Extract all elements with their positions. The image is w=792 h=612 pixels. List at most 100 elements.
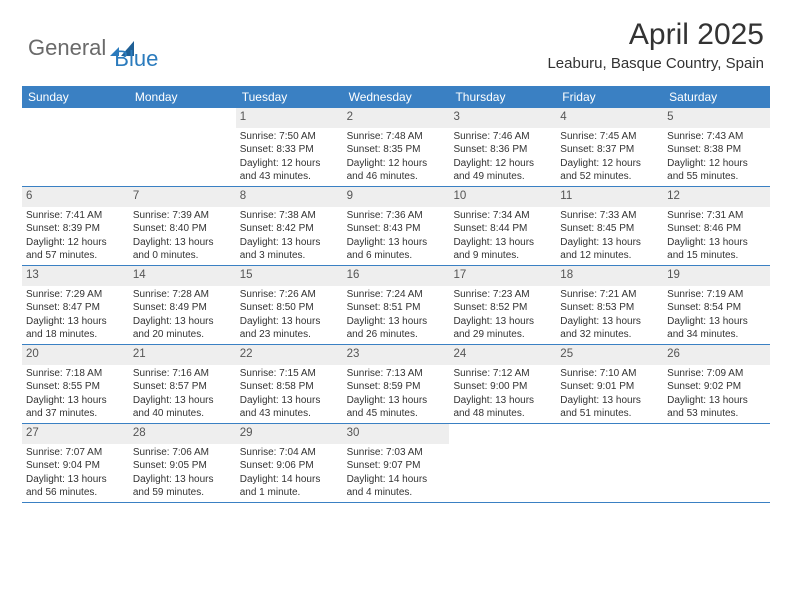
day-sr: Sunrise: 7:12 AM — [453, 367, 552, 381]
calendar-day: 29Sunrise: 7:04 AMSunset: 9:06 PMDayligh… — [236, 424, 343, 502]
day-d2: and 43 minutes. — [240, 170, 339, 184]
day-sr: Sunrise: 7:06 AM — [133, 446, 232, 460]
day-d2: and 59 minutes. — [133, 486, 232, 500]
day-sr: Sunrise: 7:24 AM — [347, 288, 446, 302]
day-ss: Sunset: 9:06 PM — [240, 459, 339, 473]
calendar-day: 27Sunrise: 7:07 AMSunset: 9:04 PMDayligh… — [22, 424, 129, 502]
day-d1: Daylight: 12 hours — [240, 157, 339, 171]
calendar-day: 16Sunrise: 7:24 AMSunset: 8:51 PMDayligh… — [343, 266, 450, 344]
day-sr: Sunrise: 7:04 AM — [240, 446, 339, 460]
calendar-day: 14Sunrise: 7:28 AMSunset: 8:49 PMDayligh… — [129, 266, 236, 344]
day-sr: Sunrise: 7:45 AM — [560, 130, 659, 144]
calendar-day: 30Sunrise: 7:03 AMSunset: 9:07 PMDayligh… — [343, 424, 450, 502]
day-number: 15 — [236, 266, 343, 286]
day-d1: Daylight: 12 hours — [347, 157, 446, 171]
day-d2: and 15 minutes. — [667, 249, 766, 263]
day-ss: Sunset: 8:54 PM — [667, 301, 766, 315]
day-ss: Sunset: 9:02 PM — [667, 380, 766, 394]
weekday-header: Saturday — [663, 86, 770, 108]
day-d2: and 40 minutes. — [133, 407, 232, 421]
day-sr: Sunrise: 7:18 AM — [26, 367, 125, 381]
day-ss: Sunset: 8:50 PM — [240, 301, 339, 315]
day-number: 5 — [663, 108, 770, 128]
day-d1: Daylight: 13 hours — [453, 236, 552, 250]
day-d1: Daylight: 13 hours — [26, 315, 125, 329]
day-sr: Sunrise: 7:46 AM — [453, 130, 552, 144]
calendar-empty — [129, 108, 236, 186]
day-d2: and 34 minutes. — [667, 328, 766, 342]
day-sr: Sunrise: 7:43 AM — [667, 130, 766, 144]
day-ss: Sunset: 8:53 PM — [560, 301, 659, 315]
calendar-week: 27Sunrise: 7:07 AMSunset: 9:04 PMDayligh… — [22, 424, 770, 503]
day-number: 14 — [129, 266, 236, 286]
day-d2: and 4 minutes. — [347, 486, 446, 500]
day-d2: and 55 minutes. — [667, 170, 766, 184]
day-sr: Sunrise: 7:34 AM — [453, 209, 552, 223]
day-d1: Daylight: 12 hours — [26, 236, 125, 250]
day-sr: Sunrise: 7:50 AM — [240, 130, 339, 144]
calendar-day: 4Sunrise: 7:45 AMSunset: 8:37 PMDaylight… — [556, 108, 663, 186]
calendar-day: 2Sunrise: 7:48 AMSunset: 8:35 PMDaylight… — [343, 108, 450, 186]
day-number: 1 — [236, 108, 343, 128]
calendar-day: 12Sunrise: 7:31 AMSunset: 8:46 PMDayligh… — [663, 187, 770, 265]
day-d1: Daylight: 13 hours — [560, 236, 659, 250]
day-d1: Daylight: 13 hours — [347, 315, 446, 329]
day-d1: Daylight: 13 hours — [667, 236, 766, 250]
day-number: 2 — [343, 108, 450, 128]
calendar-empty — [556, 424, 663, 502]
day-number: 26 — [663, 345, 770, 365]
day-number: 23 — [343, 345, 450, 365]
day-d1: Daylight: 13 hours — [347, 236, 446, 250]
calendar-day: 25Sunrise: 7:10 AMSunset: 9:01 PMDayligh… — [556, 345, 663, 423]
day-sr: Sunrise: 7:28 AM — [133, 288, 232, 302]
day-d2: and 1 minute. — [240, 486, 339, 500]
day-d1: Daylight: 13 hours — [26, 473, 125, 487]
day-d2: and 12 minutes. — [560, 249, 659, 263]
day-ss: Sunset: 8:57 PM — [133, 380, 232, 394]
day-number: 7 — [129, 187, 236, 207]
day-number: 28 — [129, 424, 236, 444]
calendar-day: 15Sunrise: 7:26 AMSunset: 8:50 PMDayligh… — [236, 266, 343, 344]
day-d1: Daylight: 12 hours — [667, 157, 766, 171]
day-number: 27 — [22, 424, 129, 444]
day-ss: Sunset: 8:42 PM — [240, 222, 339, 236]
day-number: 11 — [556, 187, 663, 207]
calendar-day: 24Sunrise: 7:12 AMSunset: 9:00 PMDayligh… — [449, 345, 556, 423]
weekday-header: Friday — [556, 86, 663, 108]
day-d2: and 46 minutes. — [347, 170, 446, 184]
title-block: April 2025 Leaburu, Basque Country, Spai… — [547, 18, 764, 72]
day-sr: Sunrise: 7:31 AM — [667, 209, 766, 223]
day-d1: Daylight: 13 hours — [133, 236, 232, 250]
calendar-week: 1Sunrise: 7:50 AMSunset: 8:33 PMDaylight… — [22, 108, 770, 187]
day-sr: Sunrise: 7:33 AM — [560, 209, 659, 223]
calendar-empty — [449, 424, 556, 502]
day-d2: and 18 minutes. — [26, 328, 125, 342]
calendar-day: 3Sunrise: 7:46 AMSunset: 8:36 PMDaylight… — [449, 108, 556, 186]
day-d2: and 20 minutes. — [133, 328, 232, 342]
day-d2: and 6 minutes. — [347, 249, 446, 263]
calendar-day: 1Sunrise: 7:50 AMSunset: 8:33 PMDaylight… — [236, 108, 343, 186]
calendar-day: 20Sunrise: 7:18 AMSunset: 8:55 PMDayligh… — [22, 345, 129, 423]
day-d2: and 51 minutes. — [560, 407, 659, 421]
day-ss: Sunset: 8:59 PM — [347, 380, 446, 394]
day-number: 6 — [22, 187, 129, 207]
day-sr: Sunrise: 7:41 AM — [26, 209, 125, 223]
day-d1: Daylight: 13 hours — [133, 394, 232, 408]
day-ss: Sunset: 8:35 PM — [347, 143, 446, 157]
day-ss: Sunset: 9:05 PM — [133, 459, 232, 473]
day-ss: Sunset: 8:47 PM — [26, 301, 125, 315]
day-number: 13 — [22, 266, 129, 286]
header: General Blue April 2025 Leaburu, Basque … — [0, 0, 792, 80]
day-ss: Sunset: 9:01 PM — [560, 380, 659, 394]
day-sr: Sunrise: 7:39 AM — [133, 209, 232, 223]
day-number: 25 — [556, 345, 663, 365]
calendar-day: 19Sunrise: 7:19 AMSunset: 8:54 PMDayligh… — [663, 266, 770, 344]
day-ss: Sunset: 8:45 PM — [560, 222, 659, 236]
day-d1: Daylight: 13 hours — [240, 315, 339, 329]
day-ss: Sunset: 8:40 PM — [133, 222, 232, 236]
day-d2: and 32 minutes. — [560, 328, 659, 342]
day-number: 30 — [343, 424, 450, 444]
day-d1: Daylight: 13 hours — [133, 315, 232, 329]
weekday-header: Tuesday — [236, 86, 343, 108]
calendar-day: 23Sunrise: 7:13 AMSunset: 8:59 PMDayligh… — [343, 345, 450, 423]
